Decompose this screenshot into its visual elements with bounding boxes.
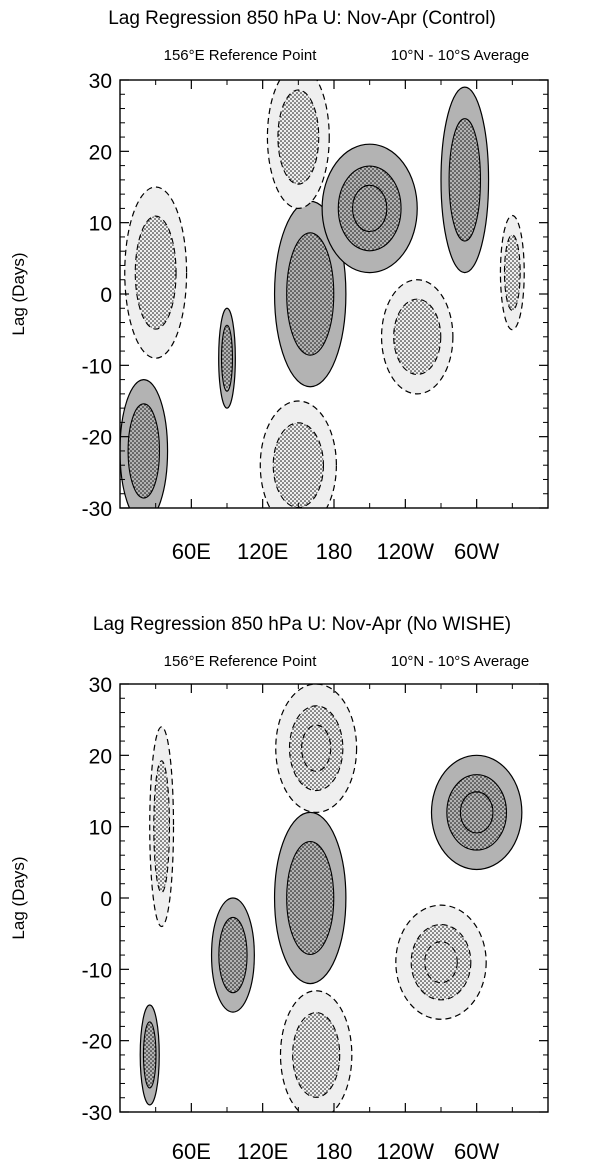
positive-anomaly-1	[440, 86, 490, 274]
x-tick-label: 60W	[454, 539, 499, 564]
y-tick-label: -30	[82, 498, 112, 521]
positive-anomaly-3	[120, 379, 169, 508]
negative-anomaly-7	[380, 279, 454, 395]
y-tick-label: 20	[89, 141, 112, 164]
x-tick-label: 60E	[172, 1139, 211, 1164]
subtitle-average: 10°N - 10°S Average	[391, 653, 529, 670]
y-tick-label: -30	[82, 1102, 112, 1125]
y-tick-label: -10	[82, 355, 112, 378]
panel-no-wishe: Lag Regression 850 hPa U: Nov-Apr (No WI…	[9, 614, 549, 1164]
positive-anomaly-4	[218, 307, 236, 409]
subtitle-average: 10°N - 10°S Average	[391, 47, 529, 64]
negative-anomaly-6	[259, 400, 337, 508]
positive-anomaly-0	[273, 811, 347, 985]
y-axis-label: Lag (Days)	[9, 856, 28, 939]
x-tick-label: 120E	[237, 1139, 288, 1164]
y-tick-label: 30	[89, 674, 112, 697]
y-tick-label: -10	[82, 959, 112, 982]
y-tick-label: -20	[82, 427, 112, 450]
chart-title: Lag Regression 850 hPa U: Nov-Apr (No WI…	[93, 614, 511, 635]
y-tick-label: 0	[100, 284, 112, 307]
y-tick-label: 30	[89, 70, 112, 93]
positive-anomaly-3	[139, 1004, 160, 1106]
negative-anomaly-7	[149, 726, 175, 928]
subtitle-reference-point: 156°E Reference Point	[164, 653, 318, 670]
chart-title: Lag Regression 850 hPa U: Nov-Apr (Contr…	[108, 8, 496, 29]
y-tick-label: 10	[89, 213, 112, 236]
negative-anomaly-8	[124, 186, 188, 359]
negative-anomaly-4	[275, 684, 358, 813]
negative-anomaly-5	[279, 990, 353, 1112]
y-axis-label: Lag (Days)	[9, 252, 28, 335]
x-tick-label: 60E	[172, 539, 211, 564]
negative-anomaly-9	[499, 214, 525, 331]
x-tick-label: 120W	[377, 539, 435, 564]
positive-anomaly-1	[430, 754, 523, 871]
y-tick-label: 10	[89, 817, 112, 840]
positive-anomaly-2	[210, 897, 255, 1013]
y-tick-label: 20	[89, 745, 112, 768]
panel-control: Lag Regression 850 hPa U: Nov-Apr (Contr…	[9, 8, 549, 564]
x-tick-label: 120E	[237, 539, 288, 564]
x-tick-label: 180	[316, 1139, 353, 1164]
contour-field	[120, 80, 525, 508]
x-tick-label: 180	[316, 539, 353, 564]
x-tick-label: 60W	[454, 1139, 499, 1164]
x-tick-label: 120W	[377, 1139, 435, 1164]
contour-field	[139, 684, 523, 1112]
positive-anomaly-2	[321, 143, 418, 274]
negative-anomaly-5	[266, 80, 330, 209]
negative-anomaly-6	[395, 904, 487, 1020]
positive-anomaly-0	[273, 200, 347, 388]
y-tick-label: -20	[82, 1031, 112, 1054]
y-tick-label: 0	[100, 888, 112, 911]
subtitle-reference-point: 156°E Reference Point	[164, 47, 318, 64]
